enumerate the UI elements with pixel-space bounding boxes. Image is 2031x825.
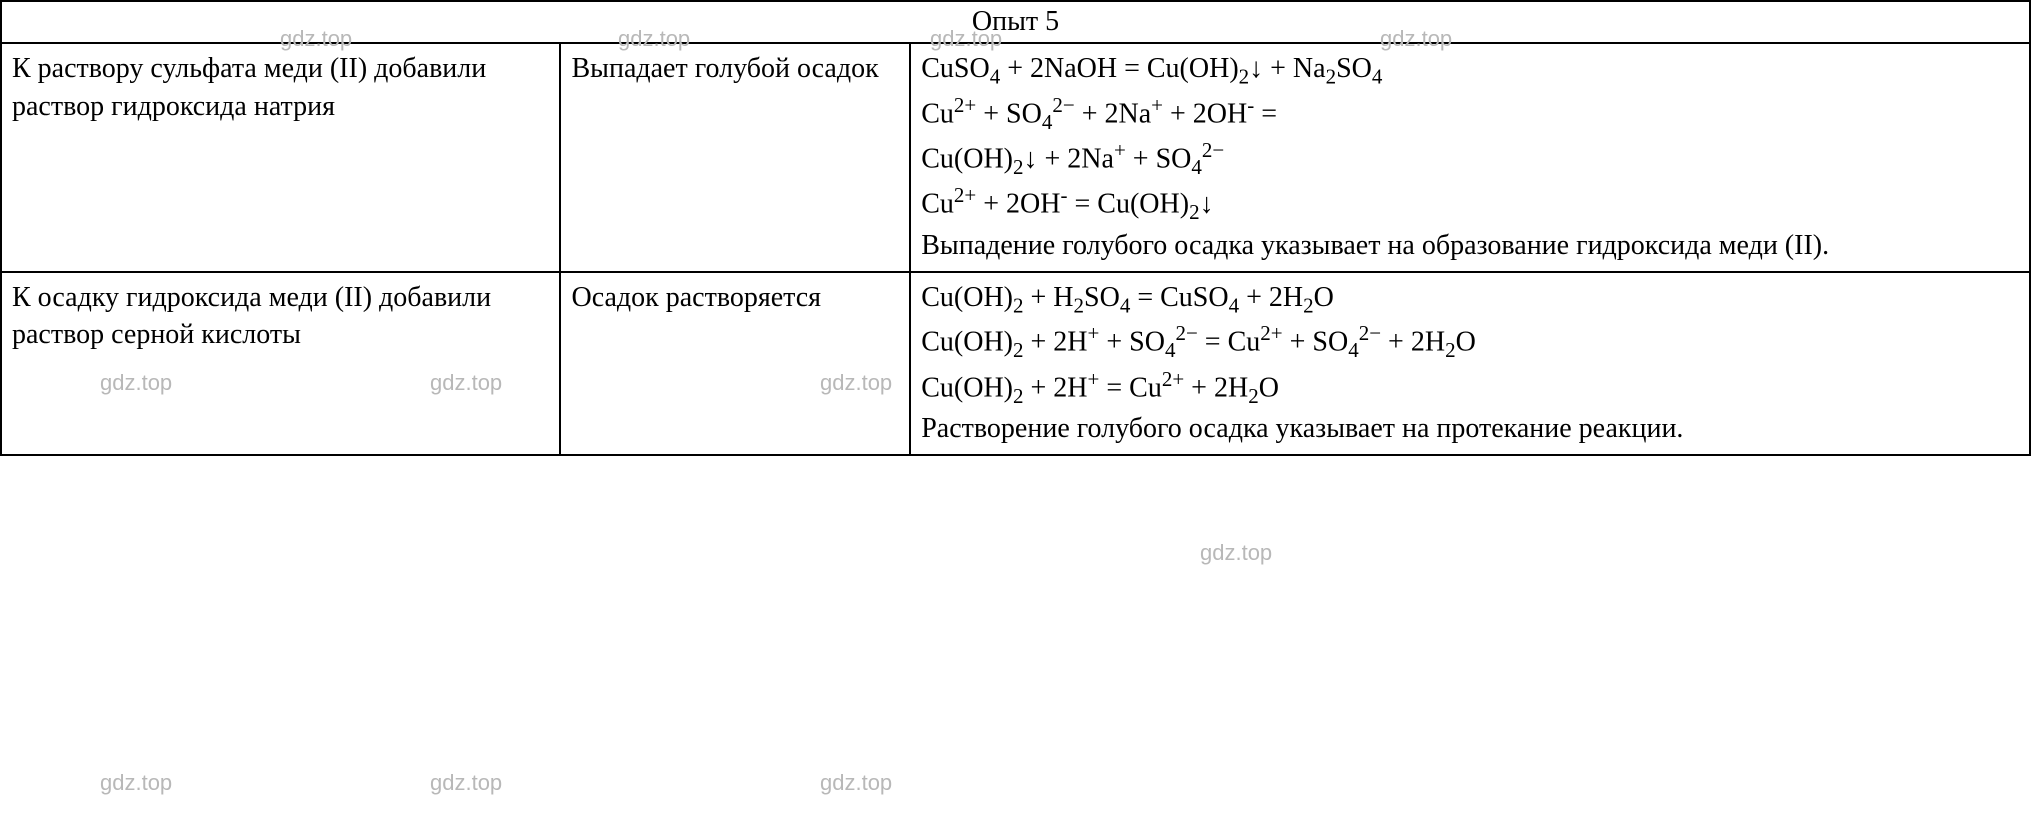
equation-line: Cu2+ + 2OH- = Cu(OH)2↓	[921, 181, 2019, 226]
table-row: К раствору сульфата меди (II) добавили р…	[1, 43, 2030, 272]
equation-cell: Cu(OH)2 + H2SO4 = CuSO4 + 2H2O Cu(OH)2 +…	[910, 272, 2030, 455]
action-cell: К раствору сульфата меди (II) добавили р…	[1, 43, 560, 272]
table-header-row: Опыт 5	[1, 1, 2030, 43]
equation-line: CuSO4 + 2NaOH = Cu(OH)2↓ + Na2SO4	[921, 50, 2019, 91]
equation-line: Cu(OH)2 + H2SO4 = CuSO4 + 2H2O	[921, 279, 2019, 320]
action-cell: К осадку гидроксида меди (II) добавили р…	[1, 272, 560, 455]
observation-cell: Осадок растворяется	[560, 272, 910, 455]
watermark-text: gdz.top	[1200, 540, 1272, 566]
equation-line: Cu(OH)2↓ + 2Na+ + SO42−	[921, 136, 2019, 181]
page-container: Опыт 5 К раствору сульфата меди (II) доб…	[0, 0, 2031, 456]
equation-line: Cu(OH)2 + 2H+ = Cu2+ + 2H2O	[921, 365, 2019, 410]
watermark-text: gdz.top	[100, 770, 172, 796]
equation-line: Cu(OH)2 + 2H+ + SO42− = Cu2+ + SO42− + 2…	[921, 319, 2019, 364]
equation-cell: CuSO4 + 2NaOH = Cu(OH)2↓ + Na2SO4 Cu2+ +…	[910, 43, 2030, 272]
experiment-title: Опыт 5	[1, 1, 2030, 43]
watermark-text: gdz.top	[430, 770, 502, 796]
equation-line: Cu2+ + SO42− + 2Na+ + 2OH- =	[921, 91, 2019, 136]
experiment-table: Опыт 5 К раствору сульфата меди (II) доб…	[0, 0, 2031, 456]
observation-cell: Выпадает голубой осадок	[560, 43, 910, 272]
table-row: К осадку гидроксида меди (II) добавили р…	[1, 272, 2030, 455]
note-line: Растворение голубого осадка указывает на…	[921, 410, 2019, 448]
note-line: Выпадение голубого осадка указывает на о…	[921, 227, 2019, 265]
watermark-text: gdz.top	[820, 770, 892, 796]
